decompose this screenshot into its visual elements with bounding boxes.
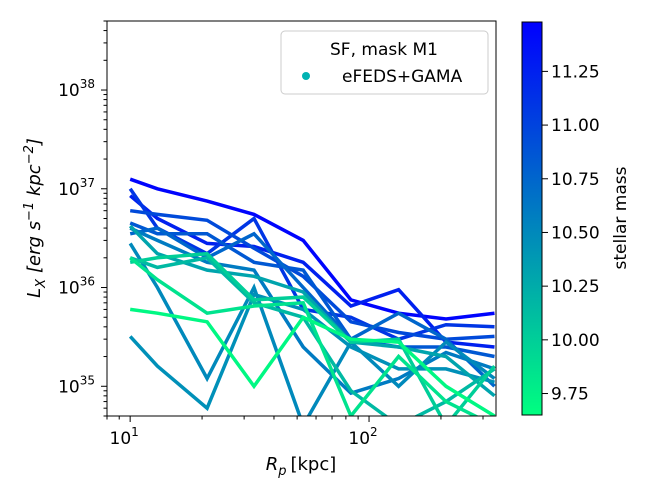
- colorbar-tick-label: 10.25: [551, 277, 600, 297]
- y-axis-ticks: 1035 1036 1037 1038: [58, 20, 107, 417]
- legend: SF, mask M1 eFEDS+GAMA: [280, 30, 489, 95]
- series-line: [129, 177, 495, 321]
- legend-title: SF, mask M1: [330, 40, 438, 60]
- colorbar-tick-label: 9.75: [551, 385, 589, 405]
- y-tick-label: 1036: [58, 275, 95, 299]
- colorbar-label: stellar mass: [611, 166, 631, 269]
- series-line: [129, 221, 495, 359]
- colorbar-tick-label: 11.25: [551, 62, 600, 82]
- colorbar-tick-label: 10.75: [551, 170, 600, 190]
- y-tick-label: 1035: [58, 373, 95, 397]
- legend-label: eFEDS+GAMA: [342, 67, 463, 87]
- series-line: [129, 208, 495, 341]
- colorbar-gradient: [521, 21, 543, 416]
- legend-marker: [302, 72, 310, 80]
- colorbar-tick-label: 10.00: [551, 331, 600, 351]
- series-line: [129, 226, 496, 396]
- x-axis-ticks: 101 102: [106, 416, 484, 449]
- colorbar-ticks: 9.75 10.00 10.25 10.50 10.75 11.00 11.25: [542, 62, 600, 405]
- y-tick-label: 1038: [58, 77, 95, 101]
- series-line: [129, 251, 496, 416]
- x-tick-label: 101: [110, 425, 139, 449]
- legend-box: [280, 30, 489, 95]
- series-line: [129, 226, 496, 388]
- series-layer: [128, 177, 496, 416]
- y-axis-label: LX[erg s−1 kpc−2]: [22, 138, 49, 298]
- colorbar: 9.75 10.00 10.25 10.50 10.75 11.00 11.25 stell…: [521, 21, 631, 416]
- colorbar-tick-label: 11.00: [551, 116, 600, 136]
- series-line: [129, 307, 496, 416]
- colorbar-tick-label: 10.50: [551, 223, 600, 243]
- series-line: [128, 224, 496, 398]
- series-line: [129, 194, 495, 349]
- y-tick-label: 1037: [58, 176, 95, 200]
- x-axis-label: Rp [kpc]: [266, 454, 337, 479]
- series-line: [128, 292, 495, 412]
- x-tick-label: 102: [348, 425, 377, 449]
- series-line: [129, 256, 480, 416]
